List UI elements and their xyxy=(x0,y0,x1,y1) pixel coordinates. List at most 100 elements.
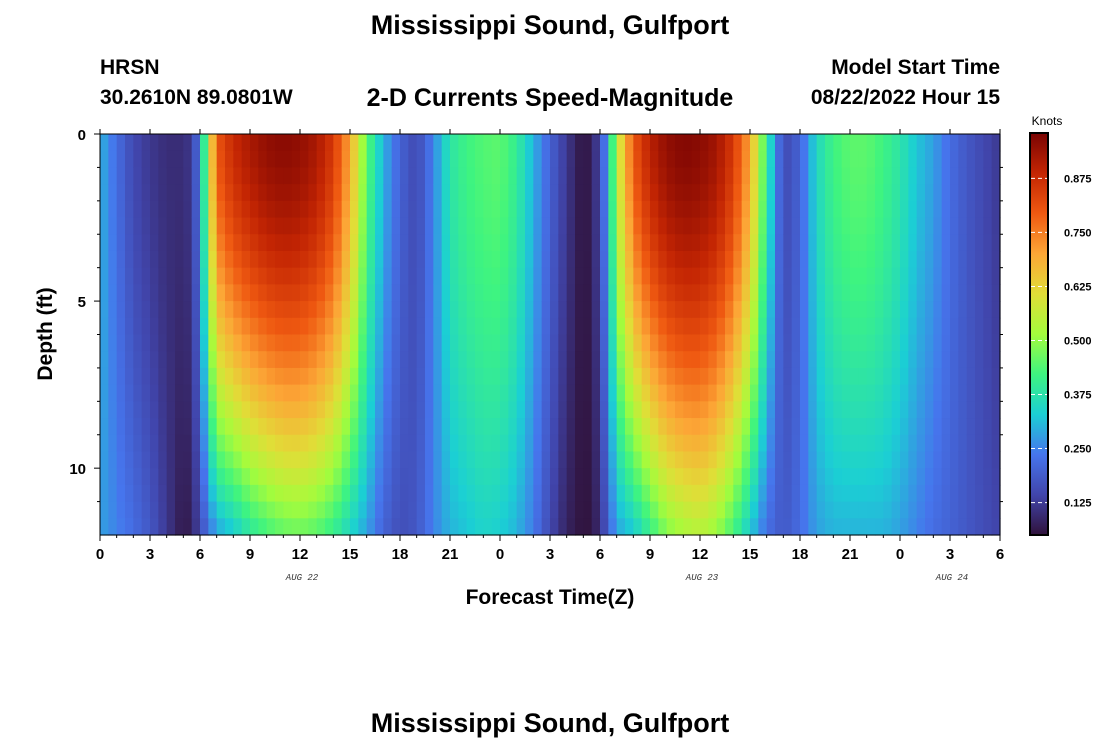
heatmap-cell xyxy=(883,451,893,469)
heatmap-cell xyxy=(641,334,651,352)
heatmap-cell xyxy=(750,418,759,436)
colorbar-tick-label: 0.125 xyxy=(1064,498,1092,510)
heatmap-cell xyxy=(958,484,968,503)
heatmap-cell xyxy=(941,234,951,252)
heatmap-cell xyxy=(166,451,176,469)
heatmap-cell xyxy=(675,267,684,285)
heatmap-cell xyxy=(316,468,326,486)
heatmap-cell xyxy=(133,367,143,386)
heatmap-cell xyxy=(541,501,551,519)
heatmap-cell xyxy=(158,150,168,169)
heatmap-cell xyxy=(558,468,568,486)
heatmap-cell xyxy=(816,351,826,369)
heatmap-cell xyxy=(725,267,734,285)
heatmap-cell xyxy=(883,167,893,185)
heatmap-cell xyxy=(616,284,626,302)
heatmap-cell xyxy=(158,367,168,386)
heatmap-cell xyxy=(241,301,251,319)
heatmap-cell xyxy=(933,468,943,486)
heatmap-cell xyxy=(575,284,584,302)
heatmap-cell xyxy=(950,234,959,252)
heatmap-cell xyxy=(516,484,526,503)
heatmap-cell xyxy=(341,267,351,285)
heatmap-cell xyxy=(291,200,301,219)
heatmap-cell xyxy=(850,217,859,235)
heatmap-cell xyxy=(150,167,159,185)
heatmap-cell xyxy=(475,484,484,503)
heatmap-cell xyxy=(991,301,1001,319)
heatmap-cell xyxy=(841,468,851,486)
heatmap-cell xyxy=(758,518,768,536)
heatmap-cell xyxy=(166,484,176,503)
heatmap-cell xyxy=(983,418,993,436)
heatmap-cell xyxy=(183,468,193,486)
heatmap-cell xyxy=(266,434,276,453)
heatmap-cell xyxy=(283,234,293,252)
heatmap-cell xyxy=(666,384,676,402)
heatmap-cell xyxy=(533,267,543,285)
heatmap-cell xyxy=(691,267,701,285)
heatmap-cell xyxy=(333,234,343,252)
heatmap-cell xyxy=(450,484,459,503)
heatmap-cell xyxy=(116,217,126,235)
heatmap-cell xyxy=(108,134,118,152)
heatmap-cell xyxy=(991,351,1001,369)
heatmap-cell xyxy=(466,401,476,419)
y-tick-label: 10 xyxy=(69,461,86,478)
heatmap-cell xyxy=(116,418,126,436)
heatmap-cell xyxy=(375,234,384,252)
heatmap-cell xyxy=(250,317,259,336)
heatmap-cell xyxy=(341,518,351,536)
heatmap-cell xyxy=(650,250,659,269)
heatmap-cell xyxy=(258,217,268,235)
heatmap-cell xyxy=(908,184,918,202)
heatmap-cell xyxy=(700,501,709,519)
heatmap-cell xyxy=(416,134,426,152)
heatmap-cell xyxy=(266,317,276,336)
heatmap-cell xyxy=(216,167,226,185)
heatmap-cell xyxy=(566,267,576,285)
heatmap-cell xyxy=(566,250,576,269)
heatmap-cell xyxy=(241,284,251,302)
heatmap-cell xyxy=(808,401,818,419)
heatmap-cell xyxy=(791,284,801,302)
heatmap-cell xyxy=(241,234,251,252)
heatmap-cell xyxy=(550,167,559,185)
heatmap-cell xyxy=(108,301,118,319)
heatmap-cell xyxy=(216,250,226,269)
heatmap-cell xyxy=(666,267,676,285)
heatmap-cell xyxy=(808,351,818,369)
heatmap-cell xyxy=(775,150,784,169)
heatmap-cell xyxy=(608,501,618,519)
heatmap-cell xyxy=(108,351,118,369)
heatmap-cell xyxy=(425,501,434,519)
heatmap-cell xyxy=(891,518,901,536)
heatmap-cell xyxy=(125,234,134,252)
heatmap-cell xyxy=(650,150,659,169)
heatmap-cell xyxy=(625,184,634,202)
heatmap-cell xyxy=(175,518,184,536)
heatmap-cell xyxy=(741,150,751,169)
heatmap-cell xyxy=(575,317,584,336)
heatmap-cell xyxy=(358,367,368,386)
heatmap-cell xyxy=(750,518,759,536)
heatmap-cell xyxy=(950,267,959,285)
heatmap-cell xyxy=(283,150,293,169)
heatmap-cell xyxy=(308,284,318,302)
heatmap-cell xyxy=(925,484,934,503)
heatmap-cell xyxy=(350,451,359,469)
heatmap-cell xyxy=(850,451,859,469)
heatmap-cell xyxy=(625,451,634,469)
heatmap-cell xyxy=(233,184,243,202)
heatmap-cell xyxy=(500,518,509,536)
heatmap-cell xyxy=(275,334,284,352)
heatmap-cell xyxy=(275,451,284,469)
heatmap-cell xyxy=(691,484,701,503)
heatmap-cell xyxy=(325,167,334,185)
heatmap-cell xyxy=(433,518,443,536)
heatmap-cell xyxy=(800,267,809,285)
heatmap-cell xyxy=(733,301,743,319)
heatmap-cell xyxy=(950,518,959,536)
heatmap-cell xyxy=(516,284,526,302)
heatmap-cell xyxy=(475,301,484,319)
